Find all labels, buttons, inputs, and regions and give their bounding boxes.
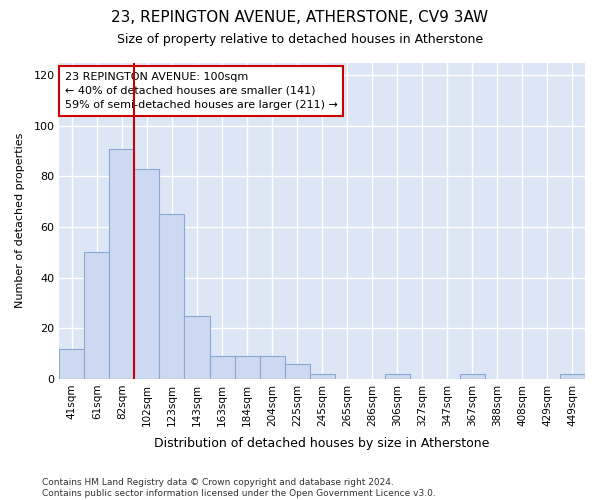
Bar (310, 374, 335, 379)
Bar (85, 252, 109, 379)
Bar (59, 348, 85, 379)
Bar (134, 169, 160, 379)
Bar (460, 374, 485, 379)
Bar (560, 374, 585, 379)
Text: 23 REPINGTON AVENUE: 100sqm
← 40% of detached houses are smaller (141)
59% of se: 23 REPINGTON AVENUE: 100sqm ← 40% of det… (65, 72, 337, 110)
Bar (260, 356, 284, 379)
Bar (160, 214, 184, 379)
Y-axis label: Number of detached properties: Number of detached properties (15, 133, 25, 308)
Bar (209, 356, 235, 379)
X-axis label: Distribution of detached houses by size in Atherstone: Distribution of detached houses by size … (154, 437, 490, 450)
Text: 23, REPINGTON AVENUE, ATHERSTONE, CV9 3AW: 23, REPINGTON AVENUE, ATHERSTONE, CV9 3A… (112, 10, 488, 25)
Text: Contains HM Land Registry data © Crown copyright and database right 2024.
Contai: Contains HM Land Registry data © Crown c… (42, 478, 436, 498)
Bar (184, 316, 209, 379)
Text: Size of property relative to detached houses in Atherstone: Size of property relative to detached ho… (117, 32, 483, 46)
Bar (109, 148, 134, 379)
Bar (385, 374, 410, 379)
Bar (235, 356, 260, 379)
Bar (284, 364, 310, 379)
